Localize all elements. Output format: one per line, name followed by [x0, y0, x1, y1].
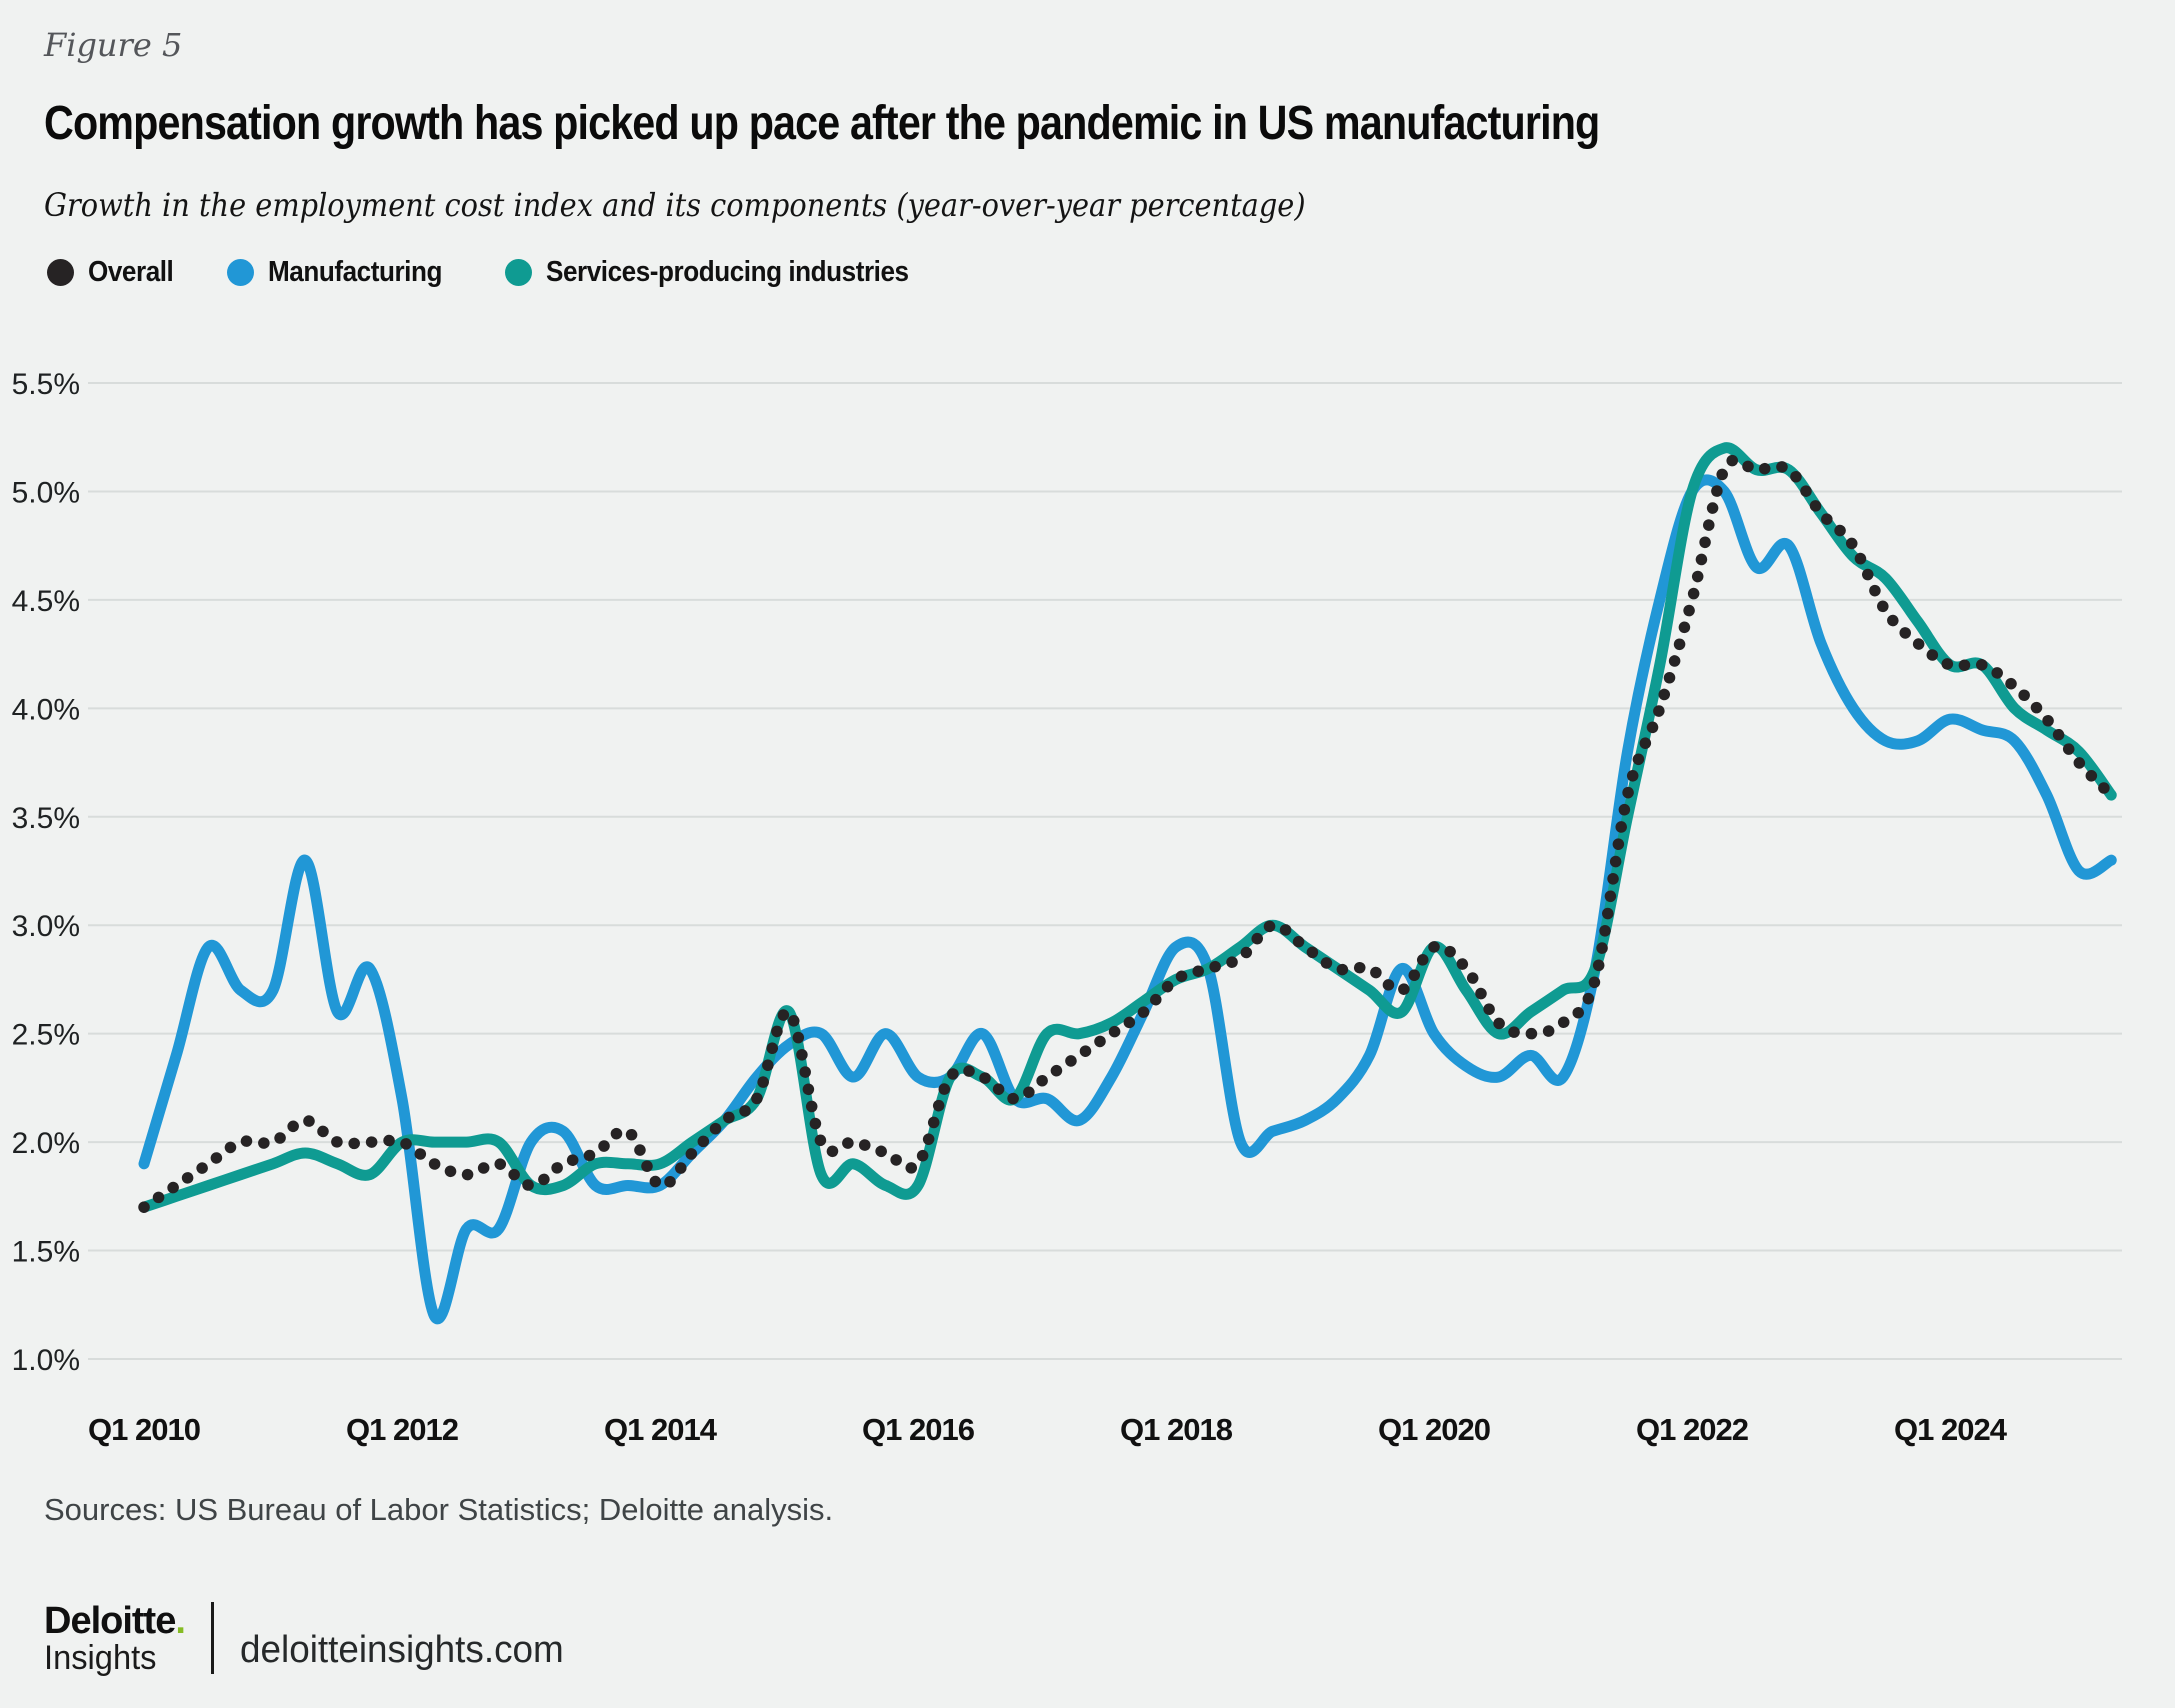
legend-label-manufacturing: Manufacturing [267, 256, 442, 288]
sources-note: Sources: US Bureau of Labor Statistics; … [44, 1492, 834, 1527]
x-axis-tick-label: Q1 2014 [604, 1412, 718, 1447]
chart-subtitle: Growth in the employment cost index and … [44, 186, 1306, 224]
x-axis-tick-label: Q1 2018 [1120, 1412, 1233, 1447]
y-axis-tick-label: 4.5% [12, 585, 80, 618]
manufacturing-series-dot-icon [226, 259, 254, 286]
y-axis-tick-label: 2.0% [12, 1127, 80, 1160]
y-axis-tick-label: 1.0% [12, 1344, 80, 1377]
y-axis-tick-label: 1.5% [12, 1236, 80, 1269]
logo-divider [210, 1602, 214, 1674]
logo-site-url: deloitteinsights.com [239, 1629, 564, 1671]
x-axis-tick-label: Q1 2010 [88, 1412, 200, 1447]
legend-item-services: Services-producing industries [505, 256, 949, 289]
series-line-manufacturing [138, 474, 2117, 1325]
y-axis-tick-label: 5.5% [12, 368, 80, 401]
logo-deloitte-word: Deloitte [44, 1600, 176, 1642]
logo-wordmark: Deloitte. Insights [44, 1600, 186, 1677]
x-axis-tick-label: Q1 2024 [1894, 1412, 2008, 1447]
y-axis-tick-label: 2.5% [12, 1019, 80, 1052]
services-series-dot-icon [505, 259, 533, 286]
x-axis-tick-label: Q1 2022 [1636, 1412, 1748, 1447]
y-axis-tick-label: 4.0% [12, 693, 80, 726]
legend-item-overall: Overall [47, 256, 183, 289]
deloitte-insights-logo: Deloitte. Insights deloitteinsights.com [44, 1600, 574, 1677]
series-line-services-producing-industries [138, 442, 2117, 1213]
logo-deloitte-text: Deloitte. [44, 1600, 186, 1642]
overall-series-dot-icon [47, 259, 74, 286]
x-axis-tick-label: Q1 2012 [346, 1412, 458, 1447]
legend-label-services: Services-producing industries [546, 256, 909, 288]
series-line-overall [138, 454, 2117, 1213]
figure-number-label: Figure 5 [44, 26, 183, 64]
y-axis-tick-label: 3.0% [12, 910, 80, 943]
logo-insights-text: Insights [44, 1639, 157, 1677]
x-axis-tick-label: Q1 2016 [862, 1412, 975, 1447]
y-axis-tick-label: 5.0% [12, 476, 80, 509]
logo-green-dot-icon: . [175, 1600, 186, 1642]
y-axis-tick-label: 3.5% [12, 802, 80, 835]
legend-label-overall: Overall [88, 256, 174, 288]
chart-legend: Overall Manufacturing Services-producing… [47, 256, 949, 289]
legend-item-manufacturing: Manufacturing [226, 256, 461, 289]
x-axis-tick-label: Q1 2020 [1378, 1412, 1490, 1447]
chart-title: Compensation growth has picked up pace a… [44, 97, 1600, 150]
